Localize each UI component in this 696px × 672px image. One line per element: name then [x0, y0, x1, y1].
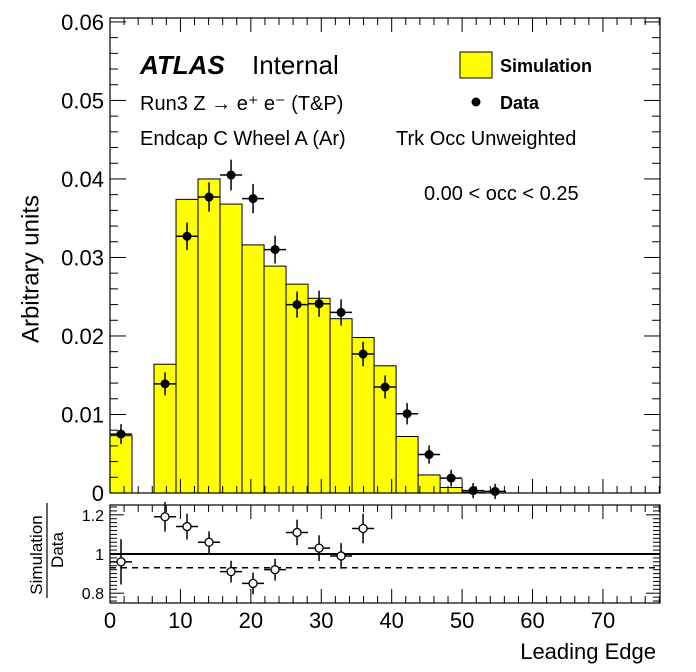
x-tick-label-5: 50 [450, 608, 474, 633]
ratio-point-10 [352, 513, 375, 544]
ratio-reference-lines [110, 553, 660, 569]
data-point-15 [462, 483, 485, 499]
main-plot-frame [109, 17, 661, 494]
ratio-points [110, 501, 375, 595]
ratio-point-3 [198, 531, 221, 554]
simulation-bin-5 [219, 203, 243, 494]
data-point-14 [440, 469, 463, 487]
simulation-bin-10 [329, 318, 353, 494]
data-points [110, 159, 507, 499]
y-tick-label-6: 0.06 [61, 10, 104, 35]
data-point-4 [220, 159, 243, 191]
atlas-label: ATLAS Internal [139, 50, 339, 80]
legend-data-marker [471, 97, 481, 107]
main-y-ticks: 0 0.01 0.02 0.03 0.04 0.05 0.06 [61, 10, 660, 506]
data-point-5 [242, 183, 265, 214]
legend: Simulation Data [459, 51, 592, 113]
simulation-bin-9 [307, 297, 331, 494]
simulation-bin-13 [395, 435, 419, 494]
ratio-y-axis-title: Simulation Data [27, 503, 67, 598]
x-tick-label-7: 70 [591, 608, 615, 633]
weighting-annotation: Trk Occ Unweighted [396, 128, 576, 150]
data-point-8 [308, 290, 331, 317]
y-axis-title: Arbitrary units [17, 195, 44, 343]
ratio-point-1 [154, 501, 177, 532]
ratio-point-0 [110, 539, 133, 585]
y-tick-label-4: 0.04 [61, 167, 104, 192]
ratio-point-4 [220, 560, 243, 583]
ratio-point-5 [242, 572, 265, 595]
simulation-bin-14 [417, 474, 441, 494]
data-point-6 [264, 235, 287, 264]
data-point-12 [396, 402, 419, 425]
data-point-10 [352, 341, 375, 367]
ratio-y-tick-label-1: 1 [95, 547, 104, 564]
x-tick-label-6: 60 [520, 608, 544, 633]
x-tick-label-4: 40 [379, 608, 403, 633]
ratio-y-ticks: 0.8 1 1.2 [82, 506, 660, 603]
x-tick-label-3: 30 [309, 608, 333, 633]
legend-simulation-swatch [459, 51, 493, 79]
legend-data-label: Data [500, 93, 540, 113]
ratio-point-2 [176, 513, 199, 540]
x-tick-label-0: 0 [104, 608, 116, 633]
ratio-point-9 [330, 543, 353, 569]
data-point-13 [418, 445, 441, 464]
atlas-label-status: Internal [252, 50, 339, 80]
y-tick-label-0: 0 [92, 481, 104, 506]
simulation-bin-0 [109, 435, 133, 494]
simulation-bin-7 [263, 265, 287, 494]
x-tick-label-1: 10 [168, 608, 192, 633]
main-x-ticks [109, 18, 660, 493]
data-point-16 [484, 483, 507, 499]
ratio-y-title-numerator: Simulation [27, 515, 46, 594]
main-plot-area: 0 0.01 0.02 0.03 0.04 0.05 0.06 [61, 10, 661, 506]
ratio-point-7 [286, 519, 309, 546]
ratio-x-ticks: 0 10 20 30 40 50 60 70 [104, 505, 660, 633]
legend-simulation-label: Simulation [500, 56, 592, 76]
y-tick-label-1: 0.01 [61, 402, 104, 427]
y-tick-label-5: 0.05 [61, 88, 104, 113]
ratio-point-8 [308, 535, 331, 561]
data-point-1 [154, 372, 177, 396]
x-axis-title: Leading Edge [520, 639, 656, 664]
simulation-histogram [109, 178, 485, 494]
atlas-label-experiment: ATLAS [139, 50, 225, 80]
ratio-y-tick-label-0: 0.8 [82, 586, 104, 603]
process-annotation: Run3 Z → e⁺ e⁻ (T&P) [140, 93, 343, 115]
y-tick-label-2: 0.02 [61, 324, 104, 349]
ratio-plot-area: 0 10 20 30 40 50 60 70 0.8 1 1.2 [82, 501, 661, 633]
selection-annotation: 0.00 < occ < 0.25 [424, 183, 579, 205]
simulation-bin-4 [197, 178, 221, 494]
ratio-y-title-denominator: Data [48, 532, 67, 568]
data-point-11 [374, 375, 397, 399]
data-point-3 [198, 182, 221, 212]
region-annotation: Endcap C Wheel A (Ar) [140, 128, 346, 150]
ratio-point-6 [264, 558, 287, 581]
y-tick-label-3: 0.03 [61, 245, 104, 270]
simulation-bin-6 [241, 244, 265, 494]
data-point-2 [176, 222, 199, 251]
simulation-bin-15 [439, 487, 463, 494]
x-tick-label-2: 20 [239, 608, 263, 633]
ratio-y-tick-label-2: 1.2 [82, 508, 104, 525]
data-point-0 [110, 424, 133, 445]
data-point-9 [330, 299, 353, 326]
data-point-7 [286, 291, 309, 318]
